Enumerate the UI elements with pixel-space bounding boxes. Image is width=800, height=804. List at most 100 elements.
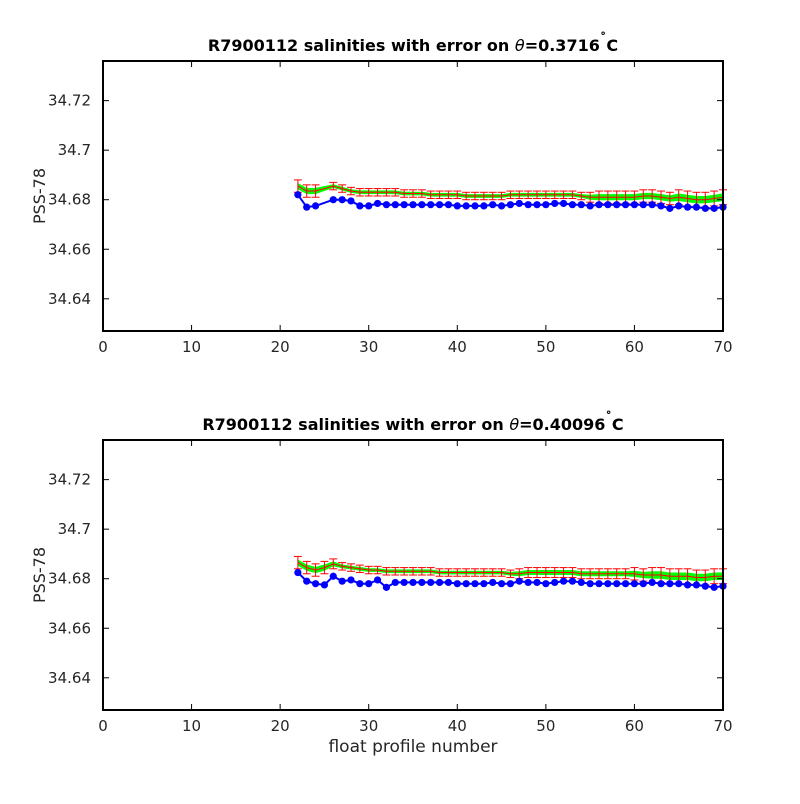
salinity-point (365, 202, 373, 210)
salinity-point (648, 201, 656, 209)
salinity-point (533, 578, 541, 587)
x-tick-label: 50 (536, 717, 555, 735)
salinity-point (515, 199, 523, 208)
y-tick-label: 34.66 (48, 619, 91, 637)
salinity-point (471, 580, 479, 588)
salinity-point (524, 201, 532, 209)
salinity-point (489, 578, 497, 587)
salinity-point (551, 578, 559, 587)
salinity-point (303, 577, 311, 585)
salinity-point (586, 202, 594, 210)
chart-title: R7900112 salinities with error on θ=0.40… (202, 410, 623, 434)
x-tick-label: 40 (448, 338, 467, 356)
x-tick-label: 30 (359, 338, 378, 356)
salinity-point (666, 580, 674, 588)
title-value: =0.40096 (519, 415, 605, 434)
salinity-point (648, 578, 656, 587)
salinity-point (497, 580, 506, 588)
salinity-point (462, 580, 470, 588)
salinity-point (586, 580, 594, 588)
salinity-point (604, 580, 612, 588)
y-tick-label: 34.64 (48, 669, 91, 687)
salinity-point (356, 580, 364, 588)
salinity-point (338, 577, 346, 585)
salinity-point (710, 583, 718, 591)
title-degree: ˚ (605, 410, 612, 426)
x-tick-label: 60 (625, 338, 644, 356)
axes-box (102, 60, 724, 332)
salinity-point (329, 572, 337, 580)
salinity-point (657, 202, 665, 210)
salinity-point (418, 201, 426, 209)
salinity-point (577, 578, 585, 587)
salinity-point (303, 203, 311, 211)
salinity-point (533, 201, 541, 209)
y-tick-label: 34.66 (48, 240, 91, 258)
salinity-point (595, 201, 603, 209)
salinity-point (382, 583, 391, 591)
calibrated-line (297, 562, 723, 578)
salinity-point (427, 201, 435, 209)
x-tick-label: 60 (625, 717, 644, 735)
salinity-point (613, 580, 621, 588)
salinity-point (595, 580, 603, 588)
salinity-point (400, 578, 408, 587)
salinity-point (639, 201, 647, 209)
title-prefix: R7900112 salinities with error on (202, 415, 509, 434)
salinity-point (506, 580, 515, 588)
y-axis-label: PSS-78 (30, 547, 49, 603)
salinity-point (373, 199, 382, 208)
salinity-point (311, 202, 320, 210)
salinity-point (506, 201, 515, 209)
salinity-point (418, 578, 426, 587)
salinity-point (427, 578, 435, 587)
title-value: =0.3716 (525, 36, 600, 55)
salinity-point (338, 196, 346, 204)
title-theta-symbol: θ (509, 415, 519, 434)
salinity-point (462, 202, 470, 210)
salinity-point (311, 580, 320, 588)
salinity-point (391, 578, 399, 587)
x-tick-label: 20 (271, 338, 290, 356)
salinity-point (497, 202, 506, 210)
salinity-point (551, 199, 559, 208)
x-tick-label: 0 (98, 338, 108, 356)
x-tick-label: 70 (713, 717, 732, 735)
x-tick-label: 20 (271, 717, 290, 735)
salinity-point (559, 577, 568, 585)
y-tick-label: 34.7 (58, 141, 91, 159)
salinity-point (409, 578, 417, 587)
x-tick-label: 10 (182, 338, 201, 356)
salinity-point (444, 201, 453, 209)
salinity-point (453, 202, 461, 210)
salinity-point (347, 576, 355, 584)
salinity-point (683, 203, 692, 211)
x-tick-label: 0 (98, 717, 108, 735)
salinity-point (294, 191, 302, 199)
calibrated-line (297, 185, 724, 201)
salinity-point (400, 201, 408, 209)
salinity-point (347, 197, 355, 205)
salinity-point (365, 580, 373, 588)
title-degree: ˚ (600, 31, 607, 47)
salinity-point (675, 580, 683, 588)
y-tick-label: 34.68 (48, 191, 91, 209)
salinity-point (356, 202, 364, 210)
y-axis-label: PSS-78 (30, 168, 49, 224)
salinity-point (435, 201, 444, 209)
salinity-point (382, 201, 391, 209)
salinity-point (542, 201, 550, 209)
x-tick-label: 50 (536, 338, 555, 356)
title-prefix: R7900112 salinities with error on (208, 36, 515, 55)
y-tick-label: 34.72 (48, 471, 91, 489)
salinity-point (710, 204, 718, 212)
y-tick-label: 34.64 (48, 290, 91, 308)
salinity-point (480, 202, 488, 210)
salinity-point (621, 580, 630, 588)
x-axis-label: float profile number (328, 737, 497, 757)
salinity-point (604, 201, 612, 209)
chart-panel-1: 0 10 20 30 40 50 60 70 34.64 34.66 34.68 34.7 34.72 P… (30, 31, 733, 356)
salinity-point (542, 580, 550, 588)
